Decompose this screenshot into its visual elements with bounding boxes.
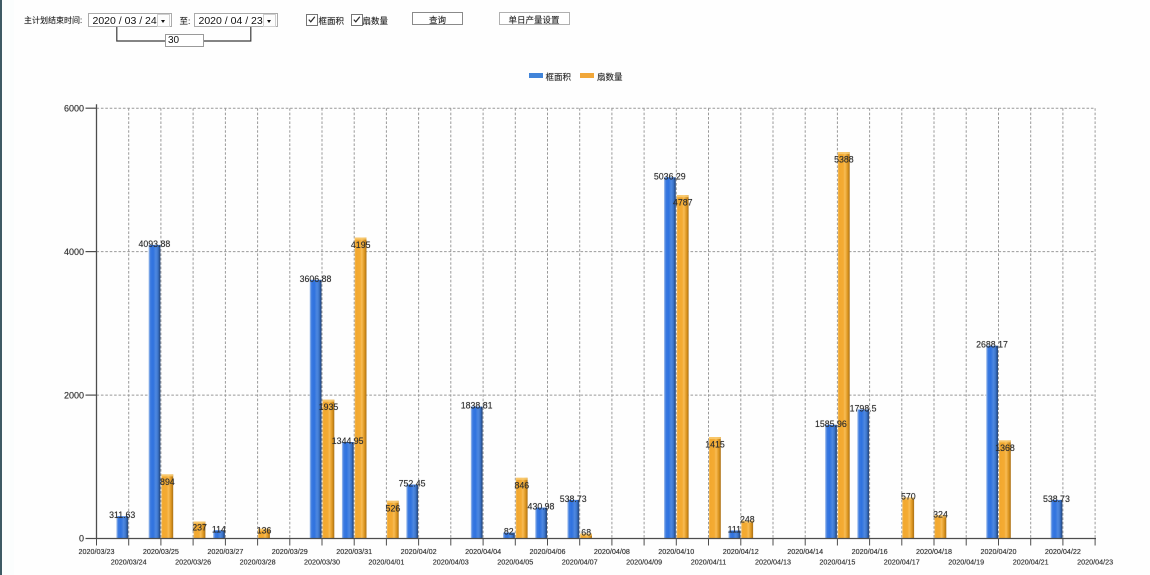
svg-text:2020/04/18: 2020/04/18 xyxy=(916,547,952,556)
svg-text:1368: 1368 xyxy=(995,443,1015,453)
svg-text:4093.88: 4093.88 xyxy=(138,239,170,249)
svg-text:2020/04/08: 2020/04/08 xyxy=(594,547,630,556)
svg-text:2000: 2000 xyxy=(64,390,84,400)
svg-text:2020/04/17: 2020/04/17 xyxy=(884,558,920,567)
svg-text:2020/04/21: 2020/04/21 xyxy=(1013,558,1049,567)
svg-text:1838.81: 1838.81 xyxy=(461,401,493,411)
svg-text:82: 82 xyxy=(504,527,514,537)
svg-text:248: 248 xyxy=(740,515,755,525)
svg-text:2020/04/07: 2020/04/07 xyxy=(562,558,598,567)
svg-text:3606.88: 3606.88 xyxy=(300,274,332,284)
svg-text:2020/04/14: 2020/04/14 xyxy=(787,547,823,556)
svg-text:136: 136 xyxy=(257,526,272,536)
svg-text:2020/04/01: 2020/04/01 xyxy=(368,558,404,567)
svg-text:2020/04/10: 2020/04/10 xyxy=(658,547,694,556)
svg-text:2020/04/15: 2020/04/15 xyxy=(819,558,855,567)
svg-text:5036.29: 5036.29 xyxy=(654,171,686,181)
svg-text:2020/03/26: 2020/03/26 xyxy=(175,558,211,567)
svg-text:2020/04/04: 2020/04/04 xyxy=(465,547,501,556)
svg-text:4787: 4787 xyxy=(673,198,693,208)
svg-text:111: 111 xyxy=(728,525,741,535)
svg-text:2020/03/31: 2020/03/31 xyxy=(336,547,372,556)
svg-text:4195: 4195 xyxy=(351,240,371,250)
svg-text:2020/03/23: 2020/03/23 xyxy=(79,547,115,556)
svg-text:526: 526 xyxy=(386,503,401,513)
svg-text:0: 0 xyxy=(79,534,84,544)
svg-text:752.45: 752.45 xyxy=(399,479,426,489)
svg-text:538.73: 538.73 xyxy=(560,494,587,504)
svg-text:2020/04/09: 2020/04/09 xyxy=(626,558,662,567)
svg-text:2020/03/29: 2020/03/29 xyxy=(272,547,308,556)
svg-text:237: 237 xyxy=(192,523,207,533)
svg-text:2688.17: 2688.17 xyxy=(976,340,1008,350)
svg-text:2020/04/05: 2020/04/05 xyxy=(497,558,533,567)
svg-text:4000: 4000 xyxy=(64,247,84,257)
svg-text:6000: 6000 xyxy=(64,103,84,113)
svg-text:846: 846 xyxy=(514,480,529,490)
svg-text:430.98: 430.98 xyxy=(528,502,555,512)
svg-text:1585.96: 1585.96 xyxy=(815,419,847,429)
svg-text:2020/03/24: 2020/03/24 xyxy=(111,558,147,567)
svg-text:2020/04/16: 2020/04/16 xyxy=(852,547,888,556)
svg-text:5388: 5388 xyxy=(834,155,854,165)
svg-text:2020/03/28: 2020/03/28 xyxy=(240,558,276,567)
svg-text:1344.95: 1344.95 xyxy=(332,436,364,446)
svg-text:570: 570 xyxy=(901,492,916,502)
svg-text:2020/03/30: 2020/03/30 xyxy=(304,558,340,567)
svg-text:2020/04/19: 2020/04/19 xyxy=(948,558,984,567)
svg-text:2020/04/11: 2020/04/11 xyxy=(691,558,726,567)
svg-text:2020/04/20: 2020/04/20 xyxy=(981,547,1017,556)
svg-text:1935: 1935 xyxy=(319,402,339,412)
svg-text:1415: 1415 xyxy=(705,440,725,450)
svg-text:2020/03/25: 2020/03/25 xyxy=(143,547,179,556)
svg-text:311.63: 311.63 xyxy=(109,510,135,520)
svg-text:2020/03/27: 2020/03/27 xyxy=(207,547,243,556)
svg-text:2020/04/22: 2020/04/22 xyxy=(1045,547,1081,556)
svg-text:2020/04/23: 2020/04/23 xyxy=(1077,558,1113,567)
svg-text:2020/04/03: 2020/04/03 xyxy=(433,558,469,567)
svg-text:324: 324 xyxy=(933,509,948,519)
svg-text:538.73: 538.73 xyxy=(1043,494,1070,504)
svg-text:894: 894 xyxy=(160,477,175,487)
svg-text:114: 114 xyxy=(212,524,226,534)
svg-text:2020/04/06: 2020/04/06 xyxy=(530,547,566,556)
svg-text:2020/04/02: 2020/04/02 xyxy=(401,547,437,556)
svg-text:2020/04/12: 2020/04/12 xyxy=(723,547,759,556)
svg-text:2020/04/13: 2020/04/13 xyxy=(755,558,791,567)
svg-text:68: 68 xyxy=(581,528,591,538)
svg-text:1798.5: 1798.5 xyxy=(850,404,877,414)
